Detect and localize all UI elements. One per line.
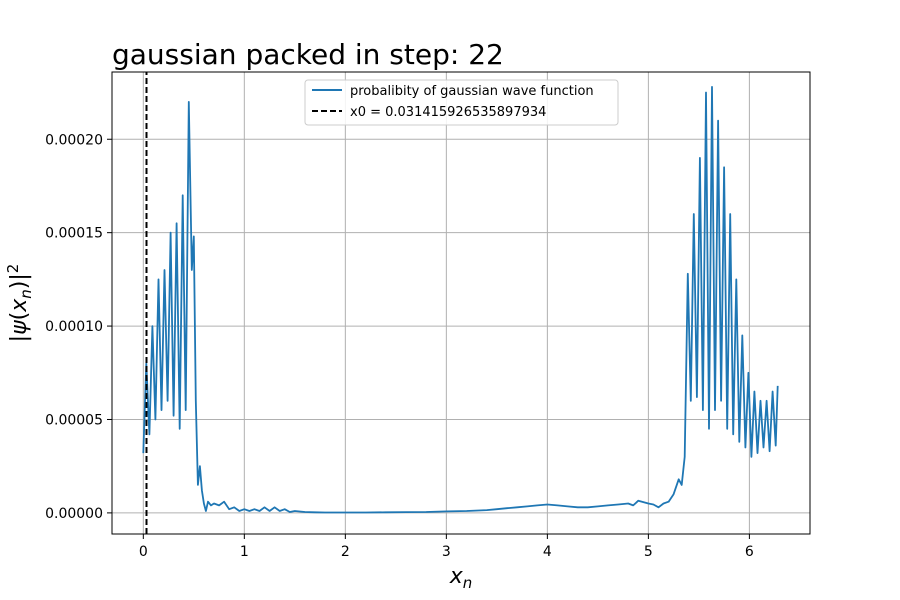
- ticks: 0 1 2 3 4 5 6 0.00000 0.00005 0.00010 0.00015 0.000…: [45, 132, 754, 560]
- x-tick-label: 0: [139, 544, 148, 560]
- y-tick-label: 0.00020: [45, 132, 103, 148]
- plot-frame: [111, 71, 811, 535]
- x-tick-label: 4: [543, 544, 552, 560]
- chart-title: gaussian packed in step: 22: [112, 38, 504, 71]
- x-tick-label: 1: [240, 544, 249, 560]
- y-tick-label: 0.00005: [45, 412, 103, 428]
- series-layer: [142, 72, 779, 534]
- legend-box: [304, 79, 619, 126]
- legend: probalibity of gaussian wave function x0…: [304, 79, 619, 126]
- series-line-probability: [142, 86, 779, 514]
- legend-label-x0: x0 = 0.031415926535897934: [350, 105, 546, 120]
- x-axis-label: xn: [449, 564, 473, 592]
- y-tick-label: 0.00015: [45, 226, 103, 242]
- y-axis-label: |ψ(xn)|2: [4, 264, 35, 343]
- y-tick-label: 0.00010: [45, 319, 103, 335]
- x-tick-label: 3: [442, 544, 451, 560]
- x-tick-label: 5: [644, 544, 653, 560]
- legend-label-series: probalibity of gaussian wave function: [350, 84, 594, 99]
- x-tick-label: 2: [341, 544, 350, 560]
- y-tick-label: 0.00000: [45, 506, 103, 522]
- x-tick-label: 6: [745, 544, 754, 560]
